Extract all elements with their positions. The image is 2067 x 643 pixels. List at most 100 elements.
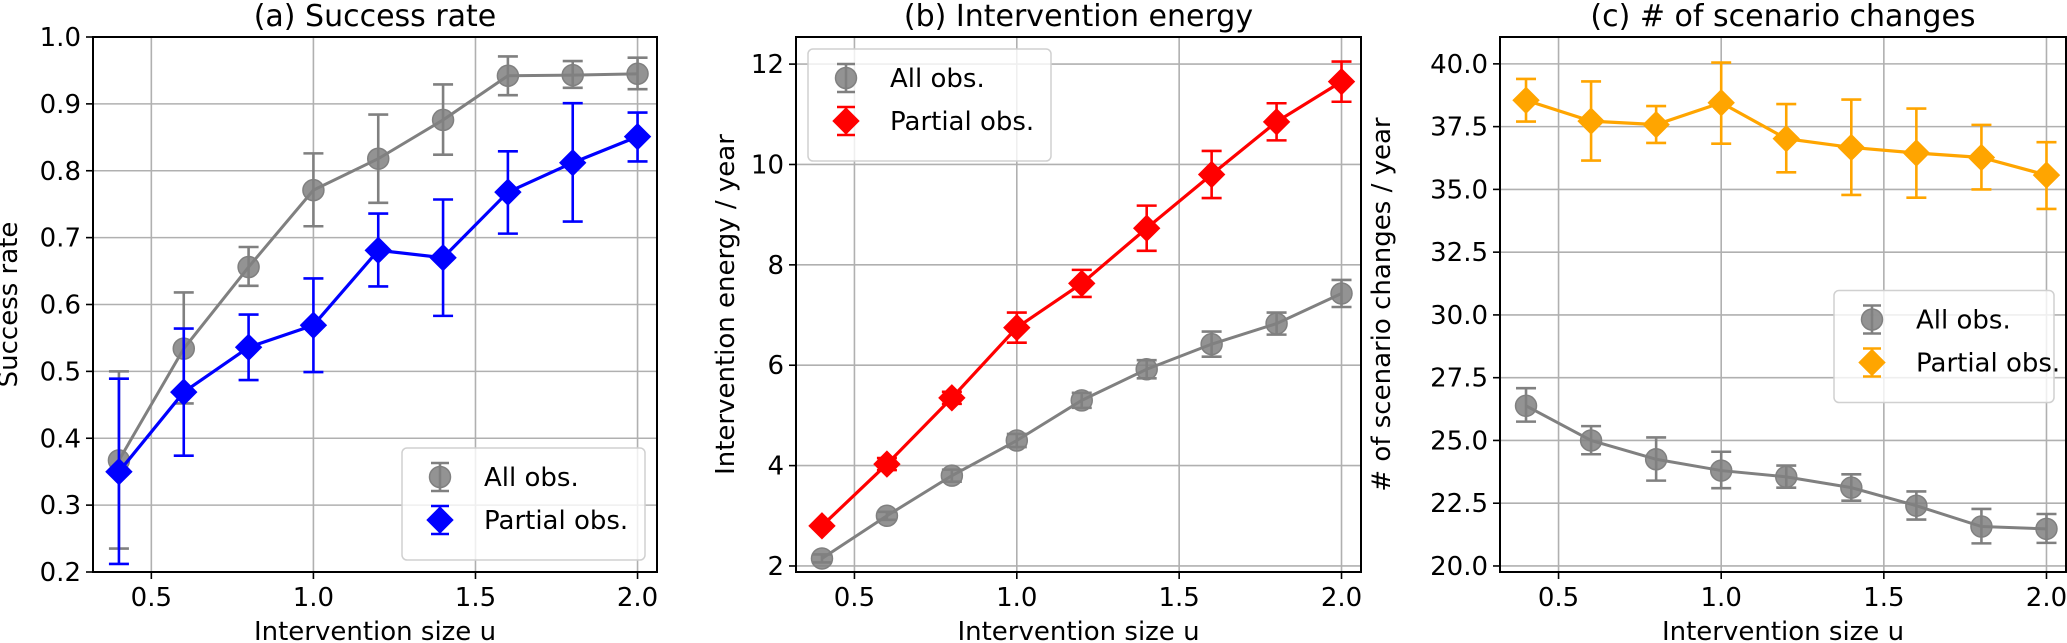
data-point [940,464,964,487]
y-tick-label: 1.0 [40,23,81,53]
data-point [1327,67,1356,96]
data-point [873,450,901,478]
data-point [366,147,390,170]
series-partial-obs [808,60,1356,540]
panel-scenario-changes: (c) # of scenario changes Intervention s… [1367,0,2067,643]
y-tick-label: 32.5 [1430,238,1488,268]
y-tick-label: 12 [751,50,784,80]
axes-frame [1499,36,2067,573]
circle-marker-icon [1860,308,1884,331]
data-point [1003,313,1031,342]
x-tick-label: 1.5 [455,583,496,613]
data-point [1005,429,1029,452]
legend-label: All obs. [484,463,579,493]
x-axis-label: Intervention size u [1662,617,1904,643]
data-point [170,378,198,406]
data-point [1644,448,1668,471]
panel-title: (a) Success rate [254,0,497,34]
data-point [1579,429,1603,452]
data-point [1840,476,1863,499]
x-tick-label: 1.0 [996,583,1037,613]
y-tick-label: 0.5 [40,357,81,387]
panel-title: (c) # of scenario changes [1590,0,1975,34]
y-tick-label: 0.2 [40,558,81,588]
y-tick-label: 0.6 [40,291,81,321]
y-tick-label: 4 [767,452,784,482]
data-point [364,236,392,265]
data-point [1837,133,1866,162]
legend-label: Partial obs. [890,107,1034,137]
data-point [1265,312,1288,335]
legend-item: All obs. [428,461,579,493]
legend-item: Partial obs. [1858,347,2060,379]
data-point [105,457,133,486]
data-point [1135,357,1158,381]
panel-success-rate: (a) Success rate Intervention size u Suc… [0,0,658,643]
y-tick-label: 10 [751,150,784,180]
data-point [234,333,263,362]
y-tick-label: 40.0 [1430,50,1488,80]
diamond-marker-icon [426,506,454,534]
series-partial-obs [105,101,652,566]
x-tick-label: 2.0 [617,583,658,613]
legend-label: Partial obs. [484,506,628,536]
x-tick-label: 2.0 [2026,583,2067,613]
x-tick-label: 1.5 [1863,583,1904,613]
data-point [1967,143,1996,172]
data-point [810,547,834,570]
data-point [1775,465,1798,489]
data-point [1197,160,1226,189]
y-tick-label: 0.7 [40,224,81,254]
data-point [938,384,966,412]
legend-item: All obs. [1860,304,2011,336]
y-tick-label: 2 [767,552,784,582]
data-point [1772,124,1800,153]
legend-label: All obs. [1916,306,2011,336]
data-point [559,149,587,177]
data-point [2035,517,2058,541]
series-partial-obs [1512,61,2061,211]
y-axis-label: Success rate [0,222,24,388]
legend-item: Partial obs. [832,105,1034,137]
y-tick-label: 8 [767,251,784,281]
series-all-obs [810,278,1353,570]
data-point [302,178,325,202]
data-point [429,243,457,272]
x-tick-label: 2.0 [1321,583,1362,613]
data-point [299,311,328,339]
axes-frame [795,36,1362,573]
data-point [1512,86,1540,114]
legend-item: All obs. [834,62,985,94]
panel-title: (b) Intervention energy [904,0,1253,34]
data-point [626,62,649,86]
y-axis-label: Intervention energy / year [711,134,741,475]
x-axis-label: Intervention size u [957,617,1199,643]
y-tick-label: 22.5 [1430,489,1488,519]
data-point [1070,389,1093,412]
y-tick-label: 25.0 [1430,426,1488,456]
data-point [623,122,652,151]
y-axis-label: # of scenario changes / year [1367,117,1397,492]
data-point [1200,332,1223,356]
circle-marker-icon [428,465,452,489]
legend-frame [401,447,646,561]
x-tick-label: 1.0 [1701,583,1742,613]
y-tick-label: 37.5 [1430,113,1488,143]
x-tick-label: 0.5 [131,583,172,613]
legend: All obs. Partial obs. [401,447,646,561]
y-tick-label: 27.5 [1430,364,1488,394]
data-point [237,255,260,279]
x-axis-label: Intervention size u [254,617,496,643]
data-point [808,512,836,540]
data-point [494,178,522,206]
diamond-marker-icon [832,107,860,135]
data-point [1709,459,1733,482]
series-line [821,292,1343,560]
y-tick-label: 0.3 [40,491,81,521]
legend-label: Partial obs. [1916,349,2060,379]
legend: All obs. Partial obs. [1833,289,2060,404]
circle-marker-icon [834,66,858,90]
y-tick-label: 35.0 [1430,175,1488,205]
data-point [1902,139,1931,167]
